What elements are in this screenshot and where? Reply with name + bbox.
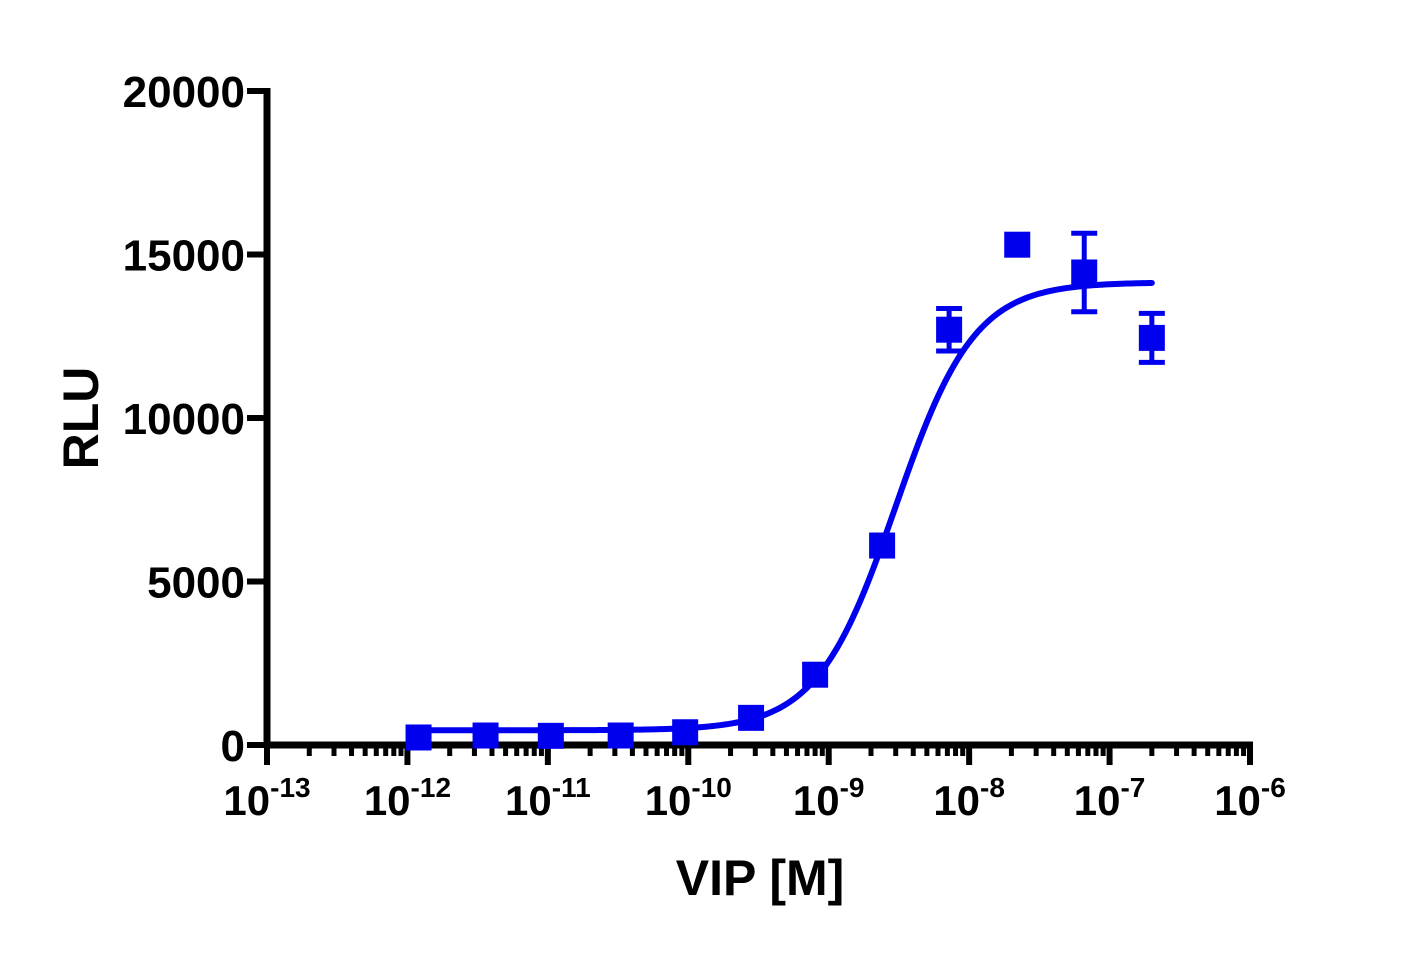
axis-labels: VIP [M] RLU	[53, 367, 844, 906]
data-point	[607, 722, 634, 749]
fit-curve-layer	[415, 279, 1155, 734]
data-point	[1004, 231, 1031, 258]
data-point	[672, 719, 699, 746]
y-tick-label: 5000	[147, 559, 245, 608]
y-tick-label: 10000	[123, 395, 245, 444]
y-tick-label: 0	[221, 722, 245, 771]
y-axis-title: RLU	[53, 367, 109, 470]
y-tick-label: 15000	[123, 232, 245, 281]
data-point	[802, 661, 829, 688]
y-tick-label: 20000	[123, 68, 245, 117]
data-point	[405, 724, 432, 751]
fit-curve	[415, 279, 1155, 734]
x-axis-title: VIP [M]	[676, 850, 845, 906]
data-point	[1138, 324, 1165, 351]
x-tick-label: 10-10	[645, 772, 732, 824]
data-point	[537, 722, 564, 749]
data-points	[405, 231, 1165, 751]
data-point	[1071, 259, 1098, 286]
x-tick-label: 10-8	[933, 772, 1005, 824]
x-tick-label: 10-7	[1074, 772, 1146, 824]
data-point	[472, 722, 499, 749]
x-tick-label: 10-13	[223, 772, 310, 824]
x-tick-label: 10-11	[505, 772, 591, 824]
data-point	[936, 316, 963, 343]
x-tick-label: 10-9	[793, 772, 865, 824]
data-point	[738, 704, 765, 731]
data-point	[869, 532, 896, 559]
x-tick-label: 10-6	[1214, 772, 1286, 824]
axes: 0 5000 10000 15000 20000 10-13 10-12 10-11 10-10…	[123, 68, 1286, 824]
x-tick-label: 10-12	[364, 772, 451, 824]
